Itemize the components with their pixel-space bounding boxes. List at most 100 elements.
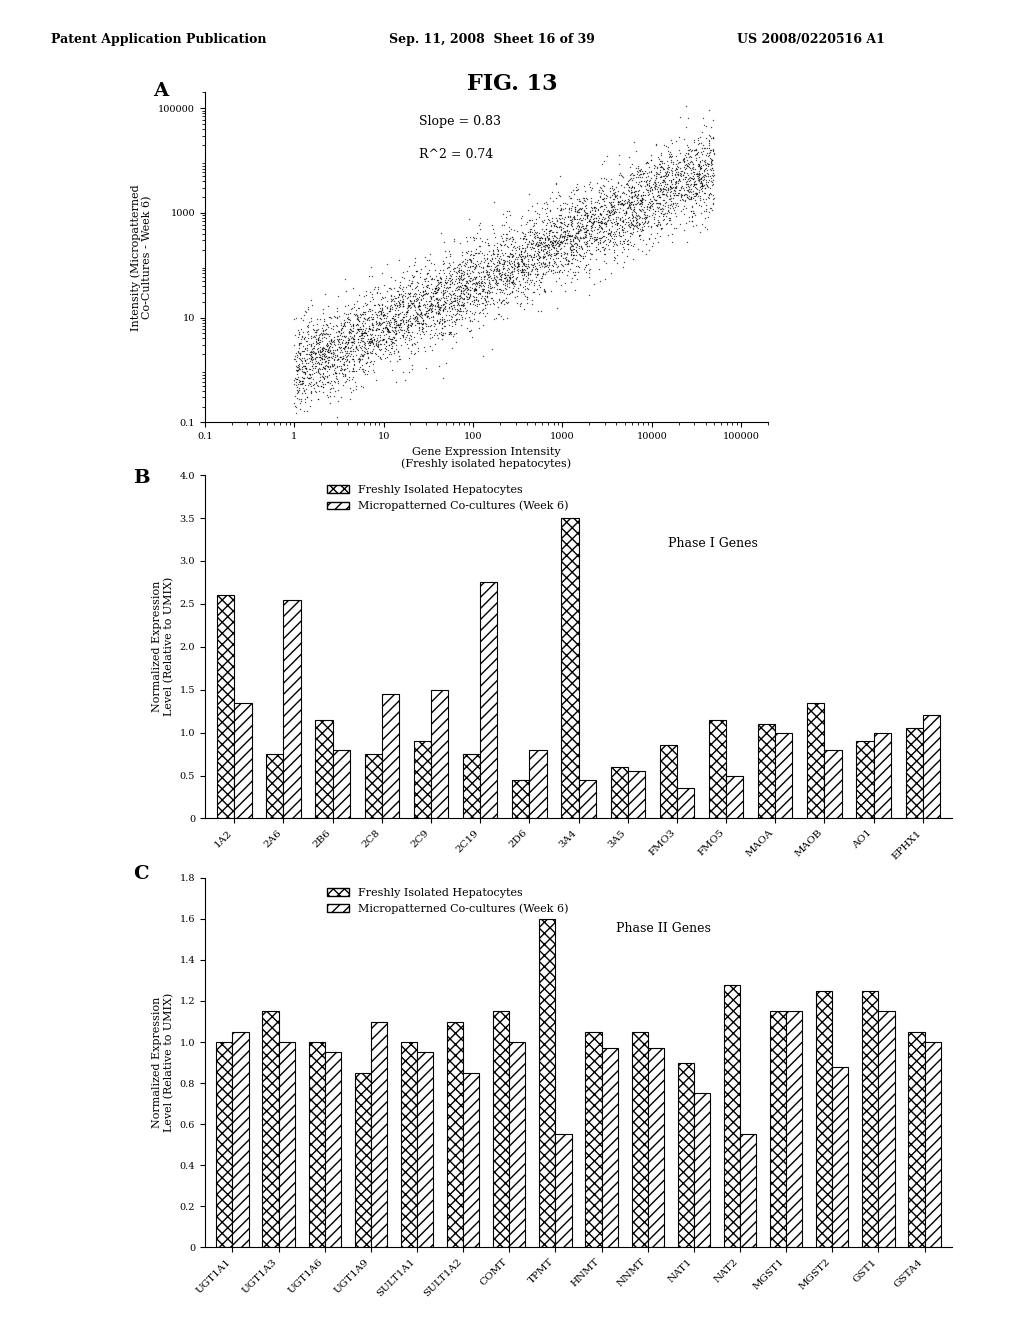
Point <box>610 202 627 223</box>
Point <box>375 317 391 338</box>
Point <box>352 325 369 346</box>
Point <box>462 244 478 265</box>
Point <box>287 323 303 345</box>
Point <box>306 335 323 356</box>
Point <box>494 261 510 282</box>
Point <box>390 321 407 342</box>
Point <box>563 271 580 292</box>
Point <box>692 127 709 148</box>
Point <box>459 300 475 321</box>
Point <box>566 198 583 219</box>
Point <box>531 227 548 248</box>
Point <box>379 296 395 317</box>
Point <box>624 214 640 235</box>
Point <box>466 230 482 251</box>
Point <box>483 277 500 298</box>
Point <box>370 314 386 335</box>
Point <box>354 345 371 366</box>
Point <box>531 253 548 275</box>
Point <box>551 268 567 289</box>
Point <box>691 169 708 190</box>
Point <box>616 205 633 226</box>
Point <box>658 185 675 206</box>
Point <box>631 213 647 234</box>
Point <box>679 187 695 209</box>
Point <box>514 264 530 285</box>
Point <box>640 194 656 215</box>
Point <box>452 269 468 290</box>
Point <box>539 253 555 275</box>
Point <box>360 360 377 381</box>
Point <box>436 296 453 317</box>
Point <box>528 234 545 255</box>
Point <box>452 288 468 309</box>
Point <box>683 174 699 195</box>
Point <box>701 170 718 191</box>
Point <box>318 372 335 393</box>
Point <box>520 244 537 265</box>
Point <box>600 210 616 231</box>
Point <box>289 360 305 381</box>
Point <box>557 198 573 219</box>
Point <box>683 160 699 181</box>
Point <box>620 173 636 194</box>
Point <box>685 174 701 195</box>
Point <box>313 354 330 375</box>
Point <box>703 174 720 195</box>
Point <box>571 190 588 211</box>
Point <box>628 209 644 230</box>
Point <box>342 318 358 339</box>
Point <box>330 321 346 342</box>
Point <box>424 297 440 318</box>
Point <box>605 189 622 210</box>
Point <box>625 194 641 215</box>
Point <box>341 322 357 343</box>
Point <box>430 296 446 317</box>
Point <box>301 364 317 385</box>
Point <box>348 376 365 397</box>
Point <box>306 378 323 399</box>
Point <box>623 180 639 201</box>
Point <box>518 244 535 265</box>
Point <box>542 232 558 253</box>
Point <box>513 249 529 271</box>
Point <box>686 202 702 223</box>
Point <box>498 288 514 309</box>
Point <box>345 367 361 388</box>
Point <box>388 317 404 338</box>
Point <box>419 297 435 318</box>
Point <box>557 243 573 264</box>
Point <box>378 330 394 351</box>
Point <box>586 205 602 226</box>
Point <box>584 232 600 253</box>
Point <box>364 319 380 341</box>
Point <box>655 203 672 224</box>
Point <box>651 178 668 199</box>
Point <box>588 207 604 228</box>
Point <box>601 205 617 226</box>
Point <box>516 265 532 286</box>
Point <box>557 232 573 253</box>
Point <box>294 326 310 347</box>
Point <box>672 107 688 128</box>
Point <box>595 220 611 242</box>
Point <box>302 375 318 396</box>
Point <box>354 313 371 334</box>
Point <box>390 304 407 325</box>
Point <box>422 285 438 306</box>
Point <box>626 190 642 211</box>
Point <box>545 222 561 243</box>
Point <box>384 331 400 352</box>
Point <box>622 197 638 218</box>
Point <box>589 191 605 213</box>
Point <box>564 219 581 240</box>
Point <box>365 333 381 354</box>
Point <box>409 302 425 323</box>
Text: A: A <box>154 82 169 100</box>
Point <box>381 321 397 342</box>
Point <box>389 294 406 315</box>
Point <box>296 305 312 326</box>
Point <box>588 228 604 249</box>
Point <box>559 264 575 285</box>
Point <box>568 224 585 246</box>
